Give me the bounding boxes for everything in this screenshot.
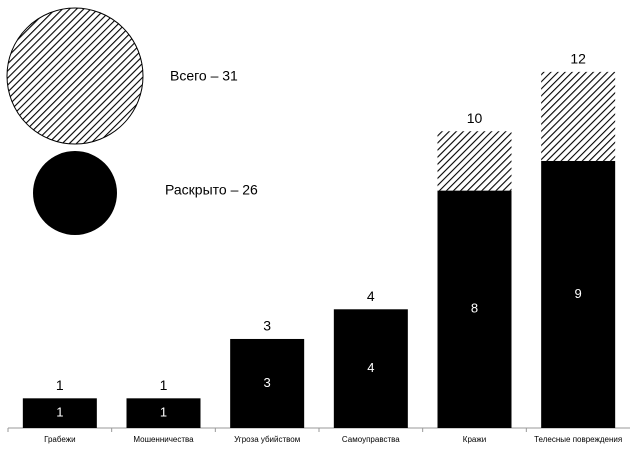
legend-label: Раскрыто – 26: [165, 182, 258, 198]
bar-segment: [437, 190, 512, 428]
data-label: 4: [367, 360, 374, 375]
bar-segment: [437, 131, 512, 191]
data-label: 1: [160, 405, 167, 420]
data-label: 9: [575, 286, 582, 301]
bar-segment: [126, 398, 201, 428]
bar-segment: [541, 71, 616, 161]
total-label: 12: [570, 51, 586, 67]
bar-segment: [230, 338, 305, 428]
legend-label: Всего – 31: [170, 68, 238, 84]
total-label: 10: [467, 110, 483, 126]
x-tick-label: Угроза убийством: [234, 435, 300, 444]
data-label: 8: [471, 301, 478, 316]
total-label: 3: [263, 318, 271, 334]
bar-segment: [541, 160, 616, 428]
legend-swatch: [33, 151, 117, 235]
bar-segment: [333, 309, 408, 428]
legend-swatch: [6, 7, 144, 145]
data-label: 3: [264, 375, 271, 390]
x-tick-label: Мошенничества: [133, 435, 194, 444]
total-label: 1: [56, 377, 64, 393]
x-tick-label: Кражи: [463, 435, 486, 444]
data-label: 1: [56, 405, 63, 420]
x-tick-label: Телесные повреждения: [534, 435, 622, 444]
bar-segment: [22, 398, 97, 428]
total-label: 4: [367, 288, 375, 304]
x-tick-label: Грабежи: [44, 435, 75, 444]
x-tick-label: Самоуправства: [342, 435, 400, 444]
total-label: 1: [160, 377, 168, 393]
